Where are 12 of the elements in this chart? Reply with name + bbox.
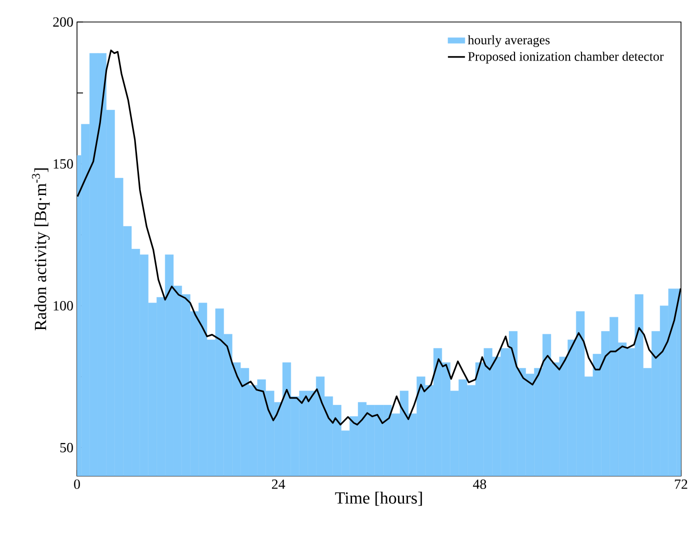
legend-label: Proposed ionization chamber detector xyxy=(468,52,664,64)
y-tick-label: 150 xyxy=(54,159,73,169)
y-tick-label: 50 xyxy=(60,442,73,452)
legend-label: hourly averages xyxy=(468,35,550,48)
x-axis-title: Time [hours] xyxy=(335,492,422,506)
x-tick-label: 0 xyxy=(74,480,80,489)
x-tick-label: 24 xyxy=(272,480,286,489)
y-tick-label: 200 xyxy=(53,17,73,27)
x-tick-label: 48 xyxy=(472,480,486,489)
y-tick-label: 100 xyxy=(54,301,73,310)
y-axis-title: Radon activity [Bq·m$^{-3}$] xyxy=(32,168,50,330)
x-tick-label: 72 xyxy=(674,480,688,489)
